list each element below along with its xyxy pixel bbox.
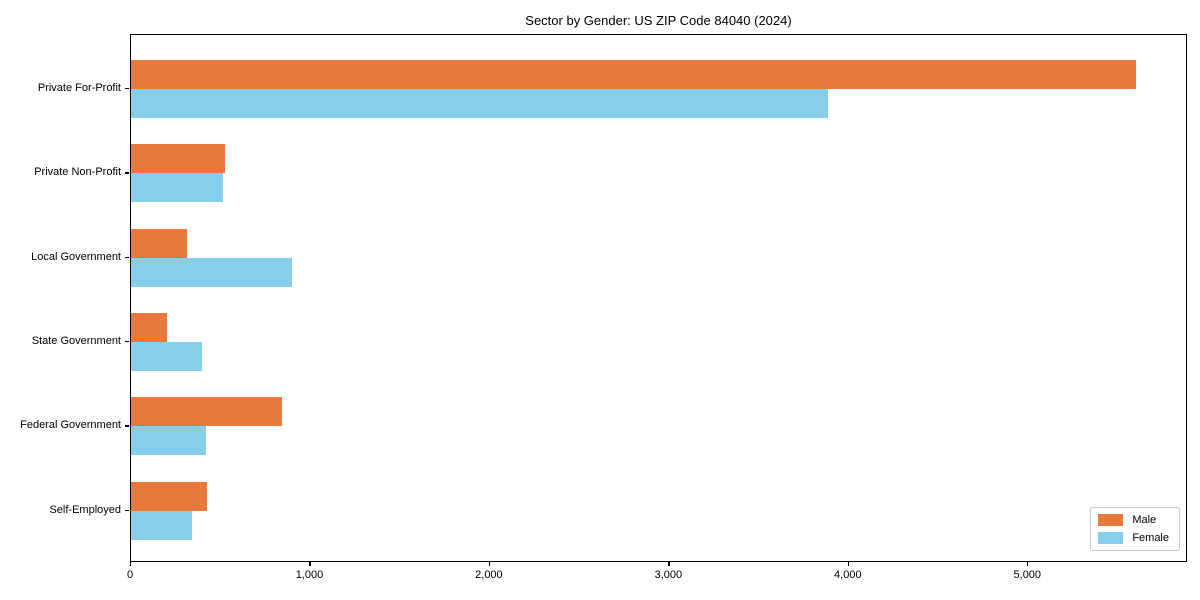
y-tick-label: Private Non-Profit — [34, 166, 121, 179]
x-tick-label: 1,000 — [295, 569, 324, 581]
y-tick-mark — [125, 256, 129, 258]
bar-male-federal-government — [131, 397, 282, 427]
x-tick-label: 3,000 — [654, 569, 683, 581]
bar-male-self-employed — [131, 481, 208, 511]
male-swatch-icon — [1098, 514, 1124, 526]
y-tick-mark — [125, 172, 129, 174]
x-tick-mark — [1027, 562, 1029, 566]
bar-female-state-government — [131, 341, 202, 371]
bar-female-private-non-profit — [131, 173, 223, 203]
bar-male-local-government — [131, 228, 187, 258]
y-tick-label: Local Government — [31, 250, 121, 263]
x-tick-label: 5,000 — [1013, 569, 1042, 581]
legend-label-male: Male — [1132, 514, 1157, 526]
x-tick-mark — [488, 562, 491, 566]
bar-female-private-for-profit — [131, 89, 829, 118]
bar-male-private-non-profit — [131, 144, 226, 174]
y-tick-label: Federal Government — [20, 419, 121, 432]
x-tick-mark — [130, 562, 132, 566]
x-tick-mark — [309, 562, 311, 566]
bar-male-private-for-profit — [131, 60, 1136, 89]
y-tick-mark — [125, 340, 129, 343]
bar-female-self-employed — [131, 510, 192, 540]
plot-area: Male Female — [130, 34, 1187, 562]
y-tick-mark — [125, 509, 129, 511]
x-tick-label: 2,000 — [475, 569, 503, 581]
y-tick-label: Self-Employed — [49, 503, 121, 516]
bar-female-federal-government — [131, 426, 207, 456]
female-swatch-icon — [1098, 532, 1124, 544]
x-tick-label: 0 — [126, 569, 134, 581]
legend-item-female: Female — [1098, 532, 1169, 544]
y-tick-label: State Government — [31, 334, 121, 347]
y-tick-mark — [125, 425, 129, 427]
legend: Male Female — [1090, 507, 1180, 551]
legend-item-male: Male — [1098, 514, 1169, 526]
x-tick-mark — [668, 562, 670, 566]
chart-title: Sector by Gender: US ZIP Code 84040 (202… — [525, 13, 792, 28]
y-tick-label: Private For-Profit — [37, 82, 121, 94]
bar-male-state-government — [131, 312, 167, 342]
y-tick-mark — [125, 88, 129, 90]
x-tick-mark — [847, 562, 849, 566]
x-tick-label: 4,000 — [834, 569, 862, 581]
bar-female-local-government — [131, 257, 292, 287]
legend-label-female: Female — [1132, 532, 1169, 544]
